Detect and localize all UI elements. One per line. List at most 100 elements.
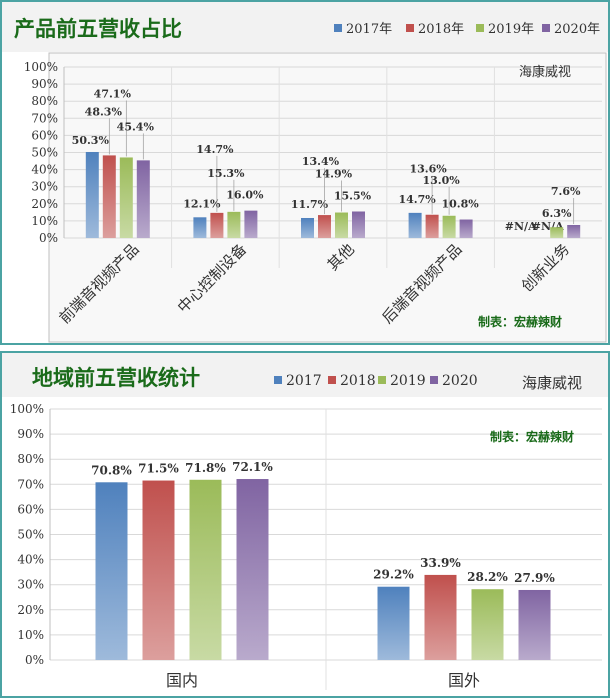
y-tick-label: 80% — [31, 94, 58, 108]
legend-label: 2017 — [286, 373, 322, 389]
legend-label: 2018年 — [418, 22, 464, 37]
data-label: 13.4% — [302, 155, 340, 168]
legend-swatch — [542, 24, 550, 32]
y-tick-label: 40% — [31, 163, 58, 177]
bar — [236, 479, 269, 660]
y-tick-label: 40% — [17, 553, 44, 567]
data-label: #N/A — [505, 220, 537, 233]
title-band — [2, 2, 608, 52]
data-label: 71.5% — [138, 462, 179, 476]
y-tick-label: 0% — [25, 653, 44, 667]
data-label: 11.7% — [291, 198, 329, 211]
product-revenue-chart: 产品前五营收占比 0% 10% 20% 30% 40% 50% 60% 70% 80% 90% 100… — [2, 2, 608, 343]
bar — [424, 574, 457, 660]
bar — [408, 212, 422, 238]
bar — [352, 211, 365, 238]
y-tick-label: 60% — [17, 502, 44, 516]
data-label: 13.6% — [409, 163, 447, 176]
credit: 制表：宏赫辣财 — [490, 429, 574, 444]
credit: 制表：宏赫辣财 — [478, 314, 562, 329]
data-label: 6.3% — [542, 207, 572, 220]
legend-swatch — [476, 24, 484, 32]
bar — [377, 586, 410, 660]
watermark: 海康威视 — [519, 64, 571, 80]
bar — [518, 589, 551, 660]
y-tick-label: 10% — [17, 628, 44, 642]
data-label: 15.5% — [334, 189, 372, 202]
region-revenue-panel: 地域前五营收统计 0% 10% 20% 30% 40% 50% 60% 70% 80% 90% 100… — [0, 351, 610, 698]
bar — [459, 219, 473, 238]
x-tick-label: 国内 — [166, 671, 198, 690]
bar — [442, 215, 456, 238]
y-tick-label: 30% — [31, 180, 58, 194]
bar — [136, 160, 150, 238]
legend-label: 2019 — [390, 373, 426, 389]
bar — [318, 215, 331, 238]
bar — [227, 211, 241, 238]
legend-label: 2019年 — [488, 22, 534, 37]
bar — [119, 157, 133, 238]
data-label: 27.9% — [514, 571, 555, 585]
y-tick-label: 90% — [31, 77, 58, 91]
y-tick-label: 10% — [31, 214, 58, 228]
y-tick-label: 70% — [17, 477, 44, 491]
y-tick-label: 20% — [17, 603, 44, 617]
bar — [142, 480, 175, 660]
data-label: 45.4% — [117, 120, 155, 133]
legend-label: 2020 — [442, 373, 478, 389]
y-tick-label: 80% — [17, 452, 44, 466]
bar — [189, 479, 222, 660]
legend-swatch — [406, 24, 414, 32]
legend-label: 2018 — [340, 373, 376, 389]
bar — [210, 212, 224, 238]
data-label: 7.6% — [551, 185, 581, 198]
y-tick-label: 100% — [10, 402, 44, 416]
data-label: 33.9% — [420, 556, 461, 570]
data-label: 48.3% — [85, 105, 123, 118]
data-label: 12.1% — [183, 197, 221, 210]
legend-label: 2020年 — [554, 22, 600, 37]
chart-title: 产品前五营收占比 — [14, 16, 182, 41]
bar — [193, 217, 207, 238]
data-label: 14.7% — [196, 143, 234, 156]
legend-swatch — [328, 376, 336, 384]
bar — [550, 227, 564, 238]
chart-title: 地域前五营收统计 — [32, 365, 200, 390]
data-label: 14.7% — [398, 193, 436, 206]
legend-swatch — [334, 24, 342, 32]
data-label: 13.0% — [422, 174, 460, 187]
title-band — [2, 353, 608, 397]
data-label: 47.1% — [94, 87, 132, 100]
product-revenue-panel: 产品前五营收占比 0% 10% 20% 30% 40% 50% 60% 70% 80% 90% 100… — [0, 0, 610, 345]
data-label: 29.2% — [373, 568, 414, 582]
y-tick-label: 30% — [17, 578, 44, 592]
data-label: 70.8% — [91, 463, 132, 477]
bar — [85, 151, 99, 238]
bar — [471, 589, 504, 660]
bar — [244, 210, 258, 238]
data-label: 71.8% — [185, 461, 226, 475]
y-tick-label: 100% — [24, 60, 58, 74]
legend-swatch — [378, 376, 386, 384]
data-label: 15.3% — [207, 167, 245, 180]
data-label: 72.1% — [232, 460, 273, 474]
bar — [567, 225, 581, 238]
legend-label: 2017年 — [346, 22, 392, 37]
y-tick-label: 0% — [39, 231, 58, 245]
bar — [335, 212, 348, 238]
y-tick-label: 70% — [31, 111, 58, 125]
data-label: 50.3% — [72, 134, 110, 147]
y-tick-label: 20% — [31, 197, 58, 211]
watermark: 海康威视 — [522, 374, 582, 392]
legend-swatch — [430, 376, 438, 384]
x-tick-label: 国外 — [448, 671, 480, 690]
y-tick-label: 60% — [31, 128, 58, 142]
region-revenue-chart: 地域前五营收统计 0% 10% 20% 30% 40% 50% 60% 70% 80% 90% 100… — [2, 353, 608, 690]
bar — [425, 214, 439, 238]
y-tick-label: 50% — [17, 528, 44, 542]
bar — [102, 155, 116, 238]
y-tick-label: 90% — [17, 427, 44, 441]
data-label: 28.2% — [467, 570, 508, 584]
data-label: 10.8% — [441, 198, 479, 211]
